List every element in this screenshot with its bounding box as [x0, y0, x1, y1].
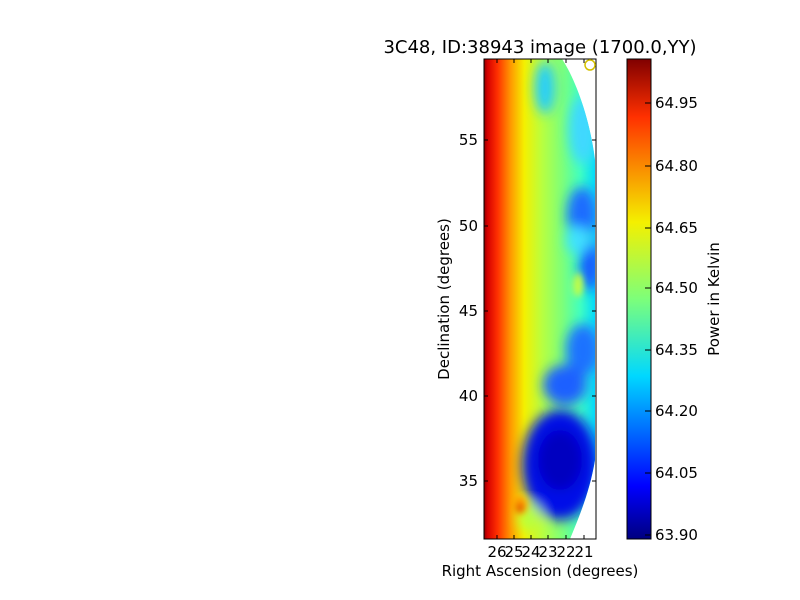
x-tick-label: 23	[538, 543, 557, 561]
x-tick-labels: 26 25 24 23 22 21	[487, 543, 593, 561]
colorbar-gradient	[626, 58, 652, 540]
source-marker	[584, 59, 596, 71]
colorbar: 64.95 64.80 64.65 64.50 64.35 64.20 64.0…	[626, 58, 723, 544]
colorbar-tick-label: 64.05	[655, 464, 698, 482]
y-tick-label: 55	[459, 131, 478, 149]
colorbar-tick-label: 64.50	[655, 279, 698, 297]
colorbar-tick-label: 63.90	[655, 526, 698, 544]
chart-title: 3C48, ID:38943 image (1700.0,YY)	[383, 37, 696, 58]
colorbar-tick-label: 64.95	[655, 94, 698, 112]
y-axis-label: Declination (degrees)	[435, 218, 453, 380]
y-tick-label: 40	[459, 387, 478, 405]
x-tick-label: 26	[487, 543, 506, 561]
axis-ticks	[484, 59, 596, 539]
colorbar-tick-label: 64.80	[655, 157, 698, 175]
x-tick-label: 25	[504, 543, 523, 561]
y-tick-label: 45	[459, 302, 478, 320]
colorbar-tick-label: 64.20	[655, 402, 698, 420]
colorbar-label: Power in Kelvin	[705, 242, 723, 356]
x-tick-label: 21	[574, 543, 593, 561]
x-axis-label: Right Ascension (degrees)	[442, 562, 639, 580]
y-tick-label: 50	[459, 217, 478, 235]
heatmap-image	[484, 59, 595, 539]
x-tick-label: 22	[556, 543, 575, 561]
colorbar-tick-label: 64.65	[655, 219, 698, 237]
plot-frame	[483, 58, 597, 540]
colorbar-tick-label: 64.35	[655, 341, 698, 359]
y-tick-labels: 55 50 45 40 35	[459, 131, 478, 490]
x-tick-label: 24	[521, 543, 540, 561]
y-tick-label: 35	[459, 472, 478, 490]
